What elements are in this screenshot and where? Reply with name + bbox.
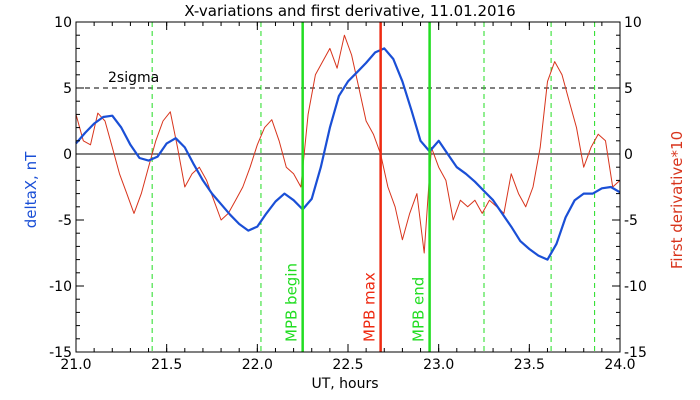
y-tick-label-right: -10 (624, 279, 647, 295)
mpb-begin-marker-label: MPB begin (283, 263, 301, 342)
right-y-axis-label: First derivative*10 (668, 131, 686, 269)
y-tick-label-right: -15 (624, 345, 647, 361)
x-tick-label: 21.0 (60, 357, 91, 373)
chart-title: X-variations and first derivative, 11.01… (184, 2, 515, 20)
x-axis-label: UT, hours (311, 376, 378, 392)
mpb-max-marker-label: MPB max (361, 272, 379, 342)
derivative-series-line (75, 34, 621, 254)
x-tick-label: 21.5 (151, 357, 182, 373)
y-tick-label-left: -15 (49, 345, 72, 361)
y-tick-label-right: -5 (624, 213, 638, 229)
x-tick-label: 23.0 (423, 357, 454, 373)
x-tick-label: 23.5 (514, 357, 545, 373)
x-tick-label: 22.5 (332, 357, 363, 373)
x-tick-label: 22.0 (242, 357, 273, 373)
y-tick-label-right: 0 (624, 147, 633, 163)
plot-area: MPB begin MPB max MPB end 21.0 21.5 22.0 22.5 2… (49, 15, 647, 373)
y-tick-label-left: 0 (63, 147, 72, 163)
y-tick-label-left: -5 (58, 213, 72, 229)
y-tick-label-left: -10 (49, 279, 72, 295)
y-tick-label-left: 5 (63, 81, 72, 97)
x-tick-label: 24.0 (604, 357, 635, 373)
left-y-axis-label: deltaX, nT (22, 151, 40, 228)
y-tick-label-right: 5 (624, 81, 633, 97)
y-tick-label-right: 10 (624, 15, 642, 31)
mpb-end-marker-label: MPB end (410, 277, 428, 342)
deltax-series-line (75, 47, 621, 261)
threshold-label: 2sigma (108, 70, 159, 86)
y-tick-label-left: 10 (54, 15, 72, 31)
